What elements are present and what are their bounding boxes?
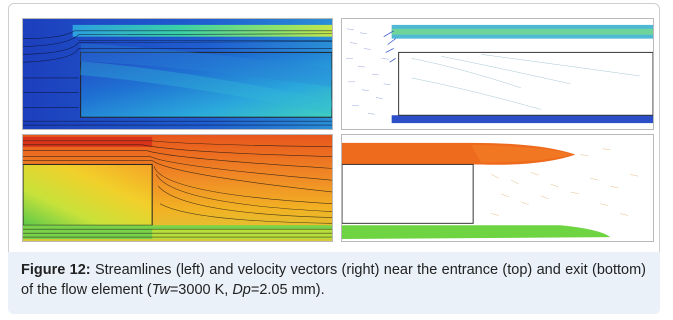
entrance-streamlines-panel: [22, 18, 333, 130]
dp-variable: Dp: [232, 282, 251, 298]
exit-streamlines-panel: [22, 134, 333, 242]
entrance-velocity-vectors-panel: [341, 18, 654, 130]
tw-variable: Tw: [151, 282, 170, 298]
caption-area: Figure 12: Streamlines (left) and veloci…: [8, 252, 660, 314]
tw-value: =3000 K,: [169, 282, 233, 298]
dp-value: =2.05 mm).: [250, 282, 325, 298]
caption-text: Streamlines (left) and velocity vectors …: [21, 262, 647, 298]
figure-label: Figure 12:: [21, 262, 91, 278]
exit-velocity-vectors-panel: [341, 134, 654, 242]
figure-caption: Figure 12: Streamlines (left) and veloci…: [21, 260, 646, 300]
